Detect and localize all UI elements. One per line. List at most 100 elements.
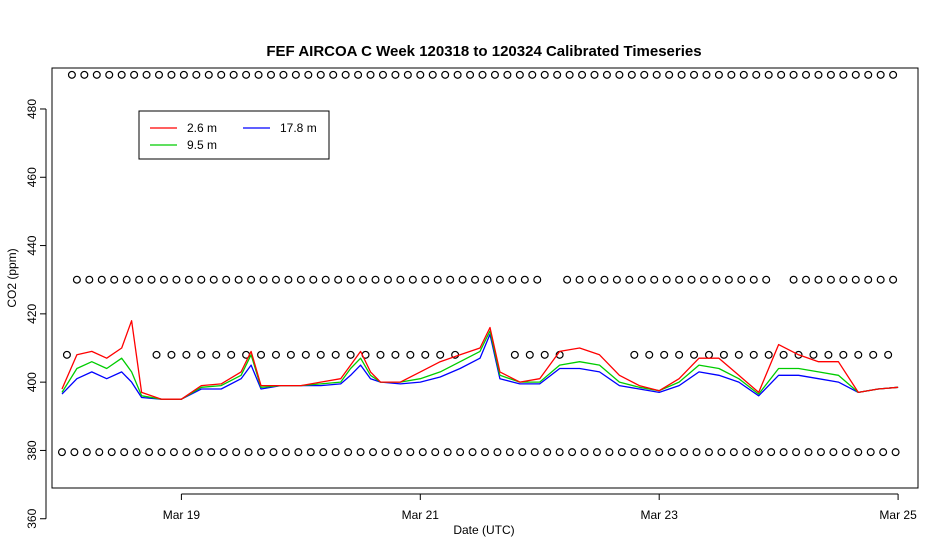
calibration-marker: [794, 350, 803, 359]
calibration-marker: [247, 275, 256, 284]
calibration-marker: [57, 448, 66, 457]
calibration-marker: [219, 448, 228, 457]
legend: 2.6 m 9.5 m 17.8 m: [138, 110, 330, 160]
x-tick-label: Mar 25: [879, 508, 917, 522]
calibration-marker: [346, 275, 355, 284]
calibration-marker: [864, 70, 873, 79]
calibration-marker: [85, 275, 94, 284]
calibration-marker: [107, 448, 116, 457]
calibration-marker: [714, 70, 723, 79]
calibration-marker: [814, 70, 823, 79]
calibration-marker: [851, 70, 860, 79]
calibration-marker: [525, 350, 534, 359]
calibration-marker: [378, 70, 387, 79]
calibration-marker: [495, 275, 504, 284]
calibration-marker: [478, 70, 487, 79]
calibration-marker: [490, 70, 499, 79]
calibration-marker: [767, 448, 776, 457]
calibration-marker: [719, 350, 728, 359]
calibration-marker: [346, 350, 355, 359]
calibration-marker: [540, 70, 549, 79]
calibration-marker: [841, 448, 850, 457]
calibration-marker: [754, 448, 763, 457]
calibration-marker: [194, 448, 203, 457]
series-line-17-8-m: [61, 333, 899, 400]
calibration-marker: [824, 350, 833, 359]
calibration-marker: [446, 275, 455, 284]
calibration-marker: [304, 70, 313, 79]
y-tick-label: 460: [25, 167, 39, 187]
calibration-marker: [692, 448, 701, 457]
calibration-marker: [650, 275, 659, 284]
calibration-marker: [667, 448, 676, 457]
calibration-marker: [159, 275, 168, 284]
calibration-marker: [483, 275, 492, 284]
calibration-marker: [453, 70, 462, 79]
legend-box: [138, 110, 330, 160]
legend-entry-label: 9.5 m: [187, 138, 217, 152]
calibration-marker: [316, 70, 325, 79]
calibration-marker: [665, 70, 674, 79]
calibration-marker: [829, 448, 838, 457]
calibration-marker: [749, 275, 758, 284]
calibration-marker: [456, 448, 465, 457]
calibration-marker: [510, 350, 519, 359]
calibration-marker: [257, 448, 266, 457]
calibration-marker: [319, 448, 328, 457]
calibration-marker: [876, 275, 885, 284]
calibration-marker: [515, 70, 524, 79]
calibration-marker: [179, 70, 188, 79]
calibration-marker: [67, 70, 76, 79]
calibration-marker: [645, 350, 654, 359]
calibration-marker: [739, 70, 748, 79]
calibration-marker: [406, 350, 415, 359]
calibration-marker: [80, 70, 89, 79]
y-tick-label: 360: [25, 508, 39, 528]
legend-entry-label: 17.8 m: [280, 121, 317, 135]
calibration-marker: [145, 448, 154, 457]
calibration-marker: [687, 275, 696, 284]
calibration-marker: [789, 70, 798, 79]
calibration-marker: [789, 275, 798, 284]
calibration-marker: [428, 70, 437, 79]
calibration-marker: [779, 448, 788, 457]
calibration-marker: [712, 275, 721, 284]
y-axis: 360 380 400 420 440 460 480: [25, 99, 47, 529]
calibration-marker: [182, 350, 191, 359]
calibration-marker: [62, 350, 71, 359]
calibration-marker: [135, 275, 144, 284]
x-tick-label: Mar 21: [402, 508, 440, 522]
calibration-marker: [95, 448, 104, 457]
calibration-marker: [588, 275, 597, 284]
calibration-marker: [122, 275, 131, 284]
calibration-marker: [110, 275, 119, 284]
calibration-marker: [779, 350, 788, 359]
calibration-marker: [376, 350, 385, 359]
calibration-marker: [533, 275, 542, 284]
series-lines: [61, 320, 899, 400]
calibration-marker: [331, 448, 340, 457]
calibration-marker: [802, 70, 811, 79]
calibration-marker: [331, 350, 340, 359]
calibration-marker: [284, 275, 293, 284]
calibration-marker: [436, 350, 445, 359]
calibration-marker: [615, 70, 624, 79]
calibration-marker: [167, 70, 176, 79]
calibration-marker: [132, 448, 141, 457]
calibration-marker: [204, 70, 213, 79]
calibration-marker: [804, 448, 813, 457]
calibration-marker: [182, 448, 191, 457]
calibration-marker: [441, 70, 450, 79]
calibration-marker: [306, 448, 315, 457]
calibration-marker: [575, 275, 584, 284]
calibration-marker: [152, 350, 161, 359]
calibration-marker: [592, 448, 601, 457]
calibration-marker: [702, 70, 711, 79]
calibration-marker: [816, 448, 825, 457]
calibration-marker: [762, 275, 771, 284]
calibration-marker: [854, 350, 863, 359]
calibration-marker: [157, 448, 166, 457]
calibration-marker: [232, 448, 241, 457]
calibration-marker: [792, 448, 801, 457]
calibration-marker: [891, 448, 900, 457]
